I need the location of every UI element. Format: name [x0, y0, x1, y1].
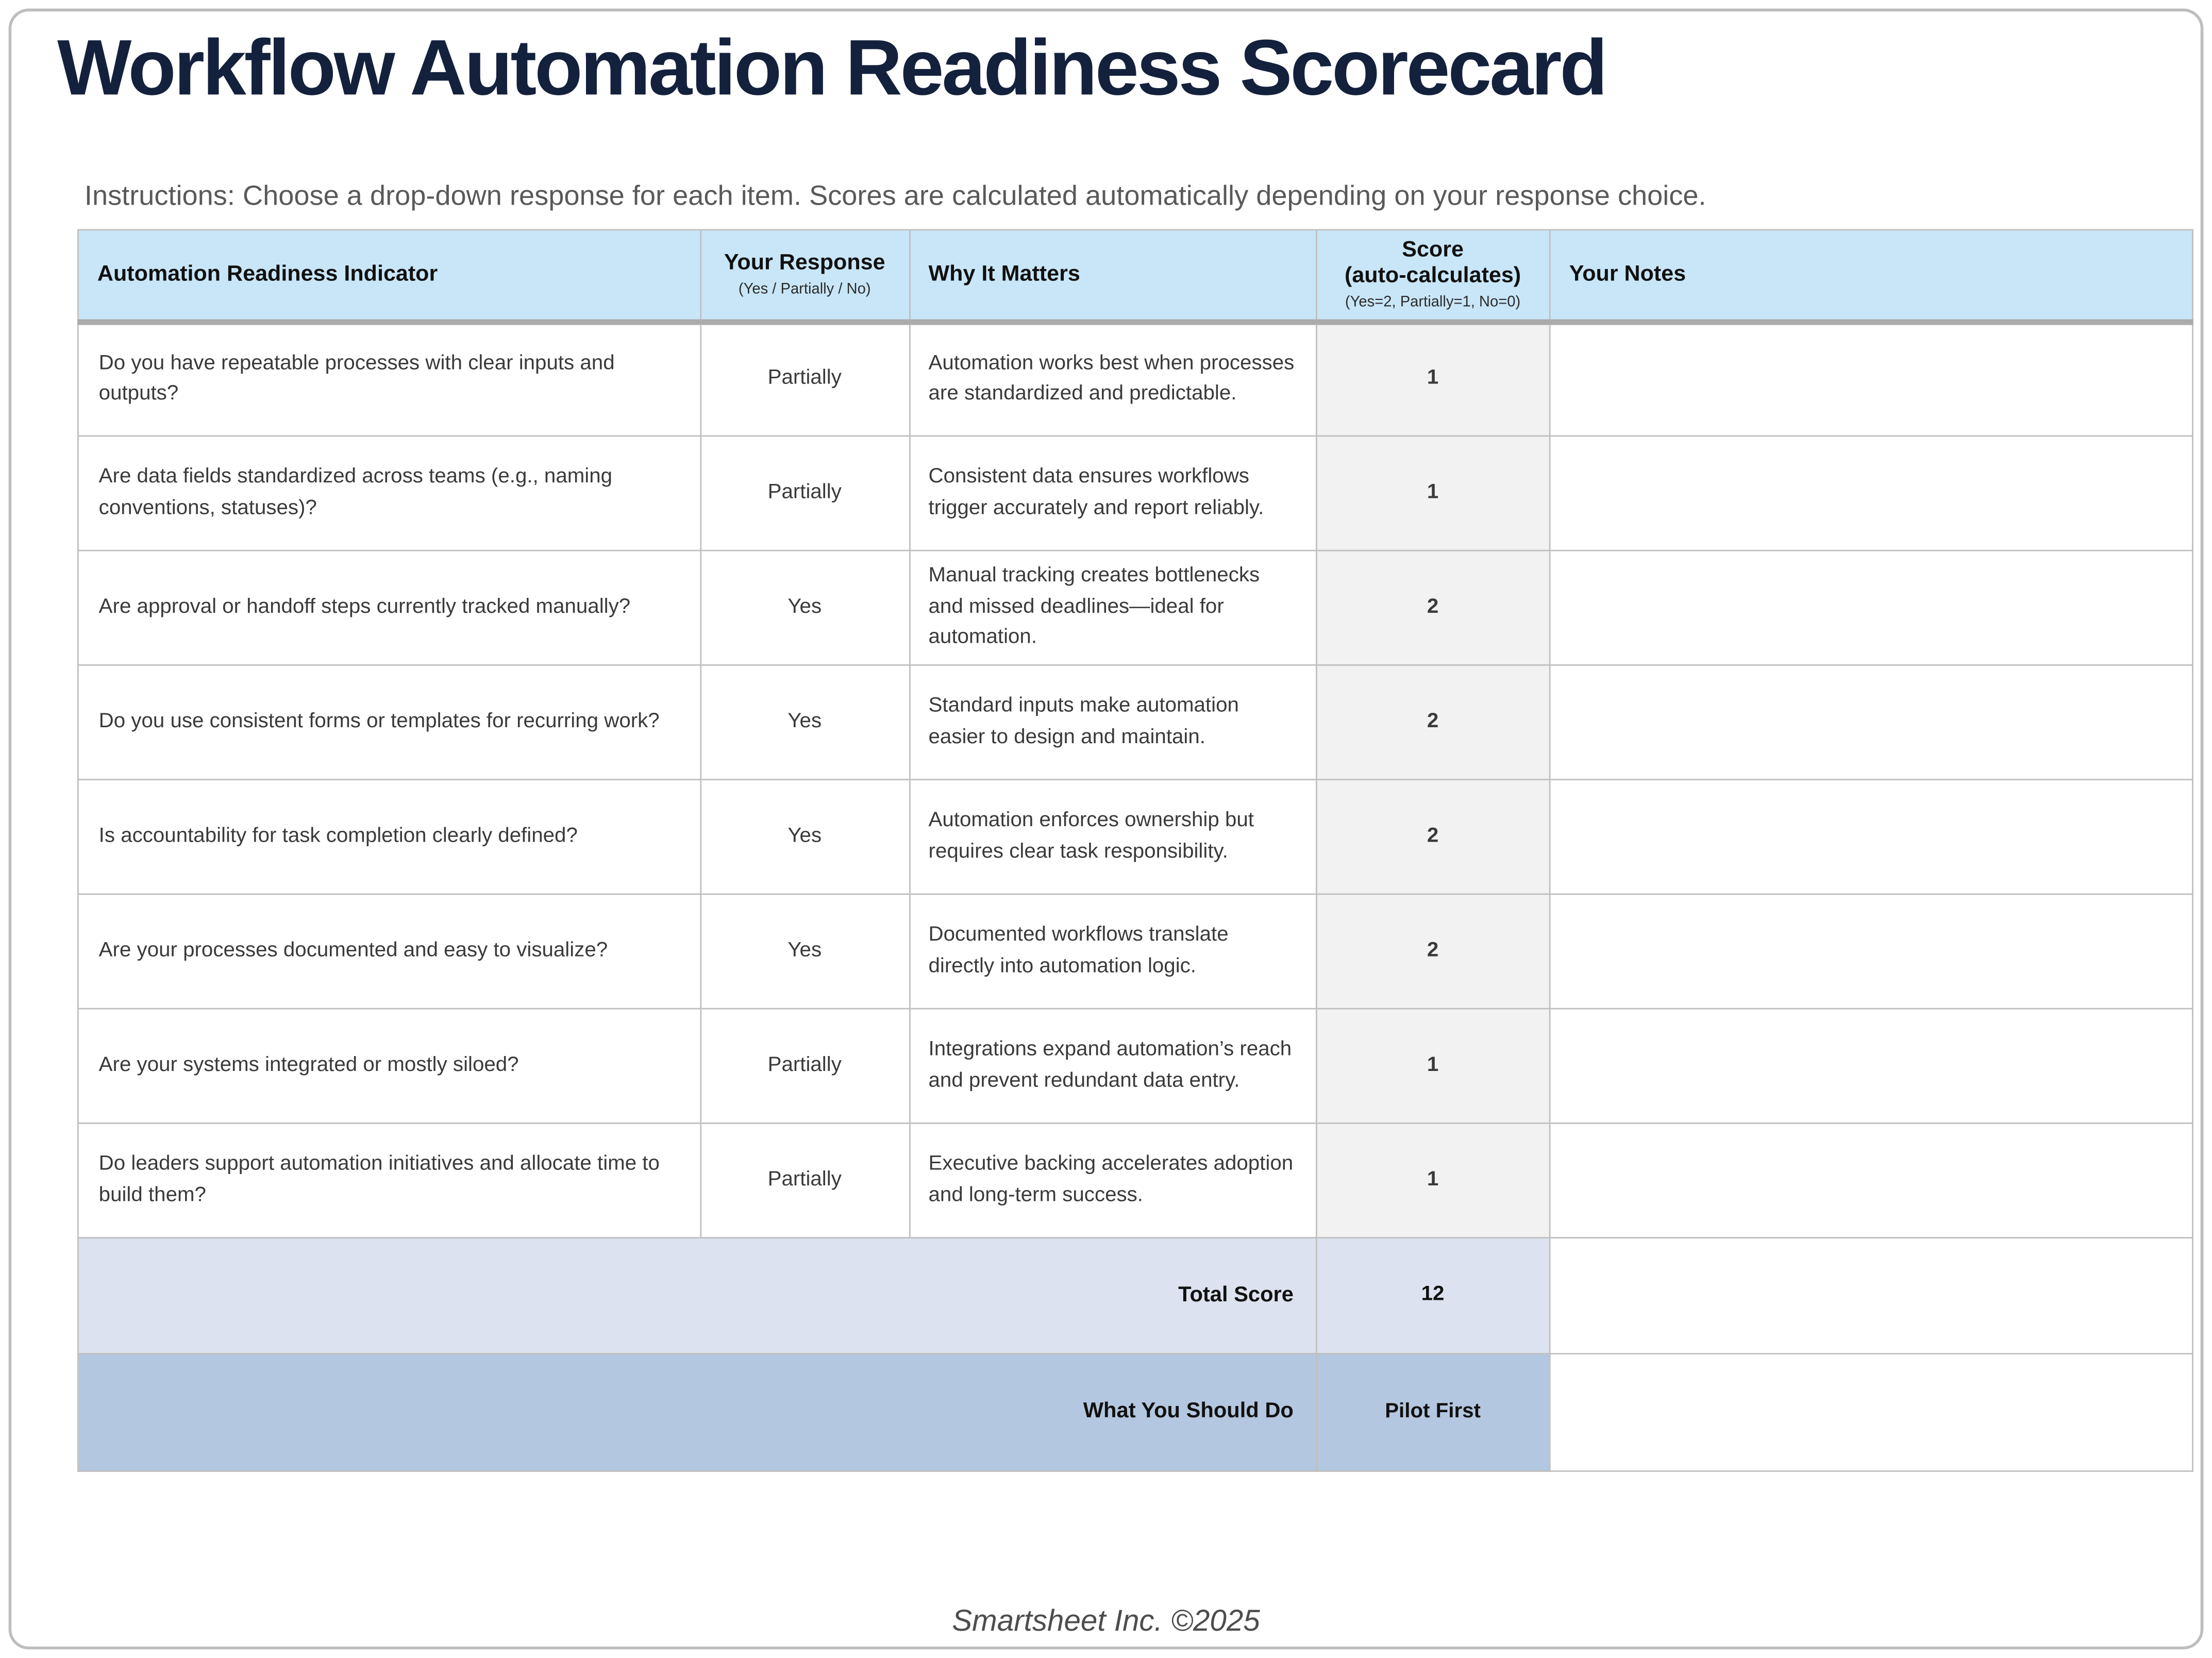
score-cell: 2	[1315, 893, 1551, 1010]
footer-credit: Smartsheet Inc. ©2025	[952, 1605, 1260, 1638]
indicator-cell: Is accountability for task completion cl…	[77, 779, 701, 895]
header-indicator: Automation Readiness Indicator	[77, 229, 701, 325]
notes-cell[interactable]	[1549, 1353, 2193, 1472]
table-row: Are data fields standardized across team…	[77, 435, 2193, 551]
why-it-matters-cell: Integrations expand automation’s reach a…	[908, 1008, 1317, 1124]
notes-cell[interactable]	[1549, 1122, 2193, 1238]
table-row: Is accountability for task completion cl…	[77, 779, 2193, 895]
notes-cell[interactable]	[1549, 779, 2193, 895]
header-response-sub: (Yes / Partially / No)	[738, 281, 871, 298]
why-it-matters-cell: Consistent data ensures workflows trigge…	[908, 435, 1317, 551]
table-row: Do you use consistent forms or templates…	[77, 664, 2193, 781]
score-cell: 2	[1315, 664, 1551, 781]
score-cell: 1	[1315, 435, 1551, 551]
score-cell: 1	[1315, 321, 1551, 437]
indicator-cell: Do you have repeatable processes with cl…	[77, 321, 701, 437]
recommendation-label: What You Should Do	[77, 1353, 1317, 1472]
indicator-cell: Are approval or handoff steps currently …	[77, 549, 701, 666]
notes-cell[interactable]	[1549, 1237, 2193, 1354]
response-dropdown[interactable]: Yes	[699, 549, 910, 666]
indicator-cell: Do leaders support automation initiative…	[77, 1122, 701, 1238]
scorecard-table: Automation Readiness Indicator Your Resp…	[77, 229, 2193, 1472]
score-cell: 2	[1315, 779, 1551, 895]
recommendation-row: What You Should Do Pilot First	[77, 1353, 2193, 1472]
table-row: Do you have repeatable processes with cl…	[77, 321, 2193, 437]
header-why: Why It Matters	[908, 229, 1317, 325]
table-row: Are approval or handoff steps currently …	[77, 549, 2193, 666]
response-dropdown[interactable]: Partially	[699, 1008, 910, 1124]
total-score-row: Total Score 12	[77, 1237, 2193, 1354]
indicator-cell: Are your processes documented and easy t…	[77, 893, 701, 1010]
page-title: Workflow Automation Readiness Scorecard	[57, 23, 1607, 112]
notes-cell[interactable]	[1549, 321, 2193, 437]
notes-cell[interactable]	[1549, 1008, 2193, 1124]
response-dropdown[interactable]: Partially	[699, 1122, 910, 1238]
response-dropdown[interactable]: Yes	[699, 779, 910, 895]
score-cell: 1	[1315, 1008, 1551, 1124]
header-score-sub: (Yes=2, Partially=1, No=0)	[1345, 294, 1521, 311]
total-score-label: Total Score	[77, 1237, 1317, 1354]
notes-cell[interactable]	[1549, 664, 2193, 781]
notes-cell[interactable]	[1549, 549, 2193, 666]
score-cell: 2	[1315, 549, 1551, 666]
notes-cell[interactable]	[1549, 893, 2193, 1010]
why-it-matters-cell: Automation works best when processes are…	[908, 321, 1317, 437]
header-response: Your Response (Yes / Partially / No)	[699, 229, 910, 325]
instructions-text: Instructions: Choose a drop-down respons…	[84, 180, 1706, 212]
header-score-label: Score	[1402, 238, 1464, 263]
total-score-value: 12	[1315, 1237, 1551, 1354]
indicator-cell: Do you use consistent forms or templates…	[77, 664, 701, 781]
why-it-matters-cell: Automation enforces ownership but requir…	[908, 779, 1317, 895]
why-it-matters-cell: Standard inputs make automation easier t…	[908, 664, 1317, 781]
header-response-label: Your Response	[724, 250, 885, 276]
why-it-matters-cell: Documented workflows translate directly …	[908, 893, 1317, 1010]
response-dropdown[interactable]: Partially	[699, 321, 910, 437]
indicator-cell: Are your systems integrated or mostly si…	[77, 1008, 701, 1124]
response-dropdown[interactable]: Yes	[699, 893, 910, 1010]
header-notes: Your Notes	[1549, 229, 2193, 325]
table-row: Do leaders support automation initiative…	[77, 1122, 2193, 1238]
table-row: Are your processes documented and easy t…	[77, 893, 2193, 1010]
response-dropdown[interactable]: Yes	[699, 664, 910, 781]
header-row: Automation Readiness Indicator Your Resp…	[77, 229, 2193, 325]
why-it-matters-cell: Manual tracking creates bottlenecks and …	[908, 549, 1317, 666]
header-score: Score (auto-calculates) (Yes=2, Partiall…	[1315, 229, 1551, 325]
response-dropdown[interactable]: Partially	[699, 435, 910, 551]
header-score-label2: (auto-calculates)	[1344, 263, 1521, 289]
why-it-matters-cell: Executive backing accelerates adoption a…	[908, 1122, 1317, 1238]
notes-cell[interactable]	[1549, 435, 2193, 551]
table-row: Are your systems integrated or mostly si…	[77, 1008, 2193, 1124]
indicator-cell: Are data fields standardized across team…	[77, 435, 701, 551]
score-cell: 1	[1315, 1122, 1551, 1238]
recommendation-value: Pilot First	[1315, 1353, 1551, 1472]
